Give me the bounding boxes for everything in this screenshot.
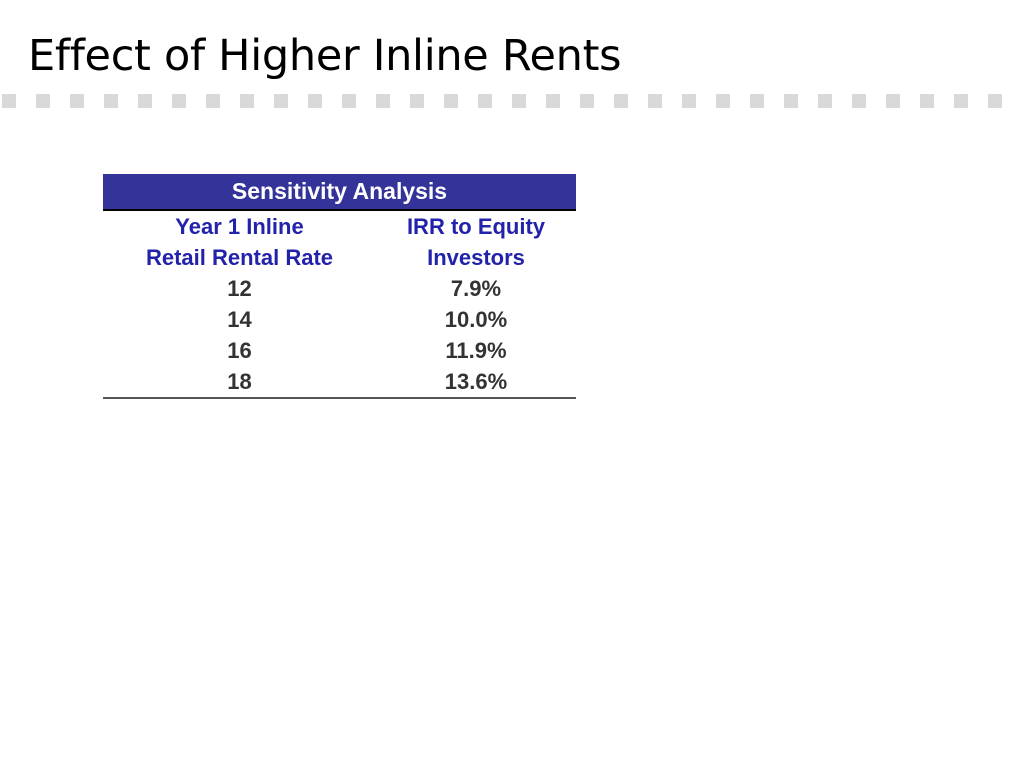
rental-rate-cell: 16	[227, 338, 252, 363]
table-row: 16 11.9%	[103, 335, 576, 366]
dash-segment	[954, 94, 968, 108]
dash-segment	[648, 94, 662, 108]
dash-segment	[70, 94, 84, 108]
rental-rate-cell: 14	[227, 307, 252, 332]
irr-cell: 13.6%	[376, 366, 576, 399]
dash-segment	[274, 94, 288, 108]
dash-segment	[750, 94, 764, 108]
dash-segment	[818, 94, 832, 108]
dash-segment	[2, 94, 16, 108]
dash-segment	[444, 94, 458, 108]
column-heading-line: Year 1 Inline	[175, 214, 304, 239]
decorative-dash-divider	[0, 94, 1024, 108]
dash-segment	[512, 94, 526, 108]
dash-segment	[172, 94, 186, 108]
dash-segment	[716, 94, 730, 108]
dash-segment	[920, 94, 934, 108]
dash-segment	[852, 94, 866, 108]
slide-title: Effect of Higher Inline Rents	[28, 31, 622, 81]
column-heading-line: Retail Rental Rate	[145, 245, 334, 270]
column-heading-line: IRR to Equity	[406, 214, 546, 239]
column-heading-rental-rate: Year 1 Inline Retail Rental Rate	[103, 210, 376, 273]
dash-segment	[342, 94, 356, 108]
dash-segment	[614, 94, 628, 108]
table-header-band: Sensitivity Analysis	[103, 174, 576, 211]
table-row: 14 10.0%	[103, 304, 576, 335]
dash-segment	[138, 94, 152, 108]
table-row: 18 13.6%	[103, 366, 576, 399]
dash-segment	[580, 94, 594, 108]
dash-segment	[886, 94, 900, 108]
dash-segment	[376, 94, 390, 108]
dash-segment	[784, 94, 798, 108]
table-row: 12 7.9%	[103, 273, 576, 304]
irr-cell: 10.0%	[444, 307, 508, 332]
irr-cell: 7.9%	[450, 276, 502, 301]
dash-segment	[36, 94, 50, 108]
column-headings-row: Year 1 Inline Retail Rental Rate IRR to …	[103, 210, 576, 273]
dash-segment	[104, 94, 118, 108]
table-heading: Sensitivity Analysis	[103, 174, 576, 211]
dash-segment	[478, 94, 492, 108]
column-heading-line: Investors	[427, 245, 525, 270]
dash-segment	[682, 94, 696, 108]
column-heading-irr: IRR to Equity Investors	[376, 210, 576, 273]
dash-segment	[988, 94, 1002, 108]
dash-segment	[206, 94, 220, 108]
irr-cell: 11.9%	[445, 338, 507, 363]
dash-segment	[308, 94, 322, 108]
dash-segment	[410, 94, 424, 108]
dash-segment	[546, 94, 560, 108]
dash-segment	[240, 94, 254, 108]
rental-rate-cell: 18	[103, 366, 376, 399]
sensitivity-table: Sensitivity Analysis Year 1 Inline Retai…	[103, 174, 576, 399]
rental-rate-cell: 12	[227, 276, 252, 301]
